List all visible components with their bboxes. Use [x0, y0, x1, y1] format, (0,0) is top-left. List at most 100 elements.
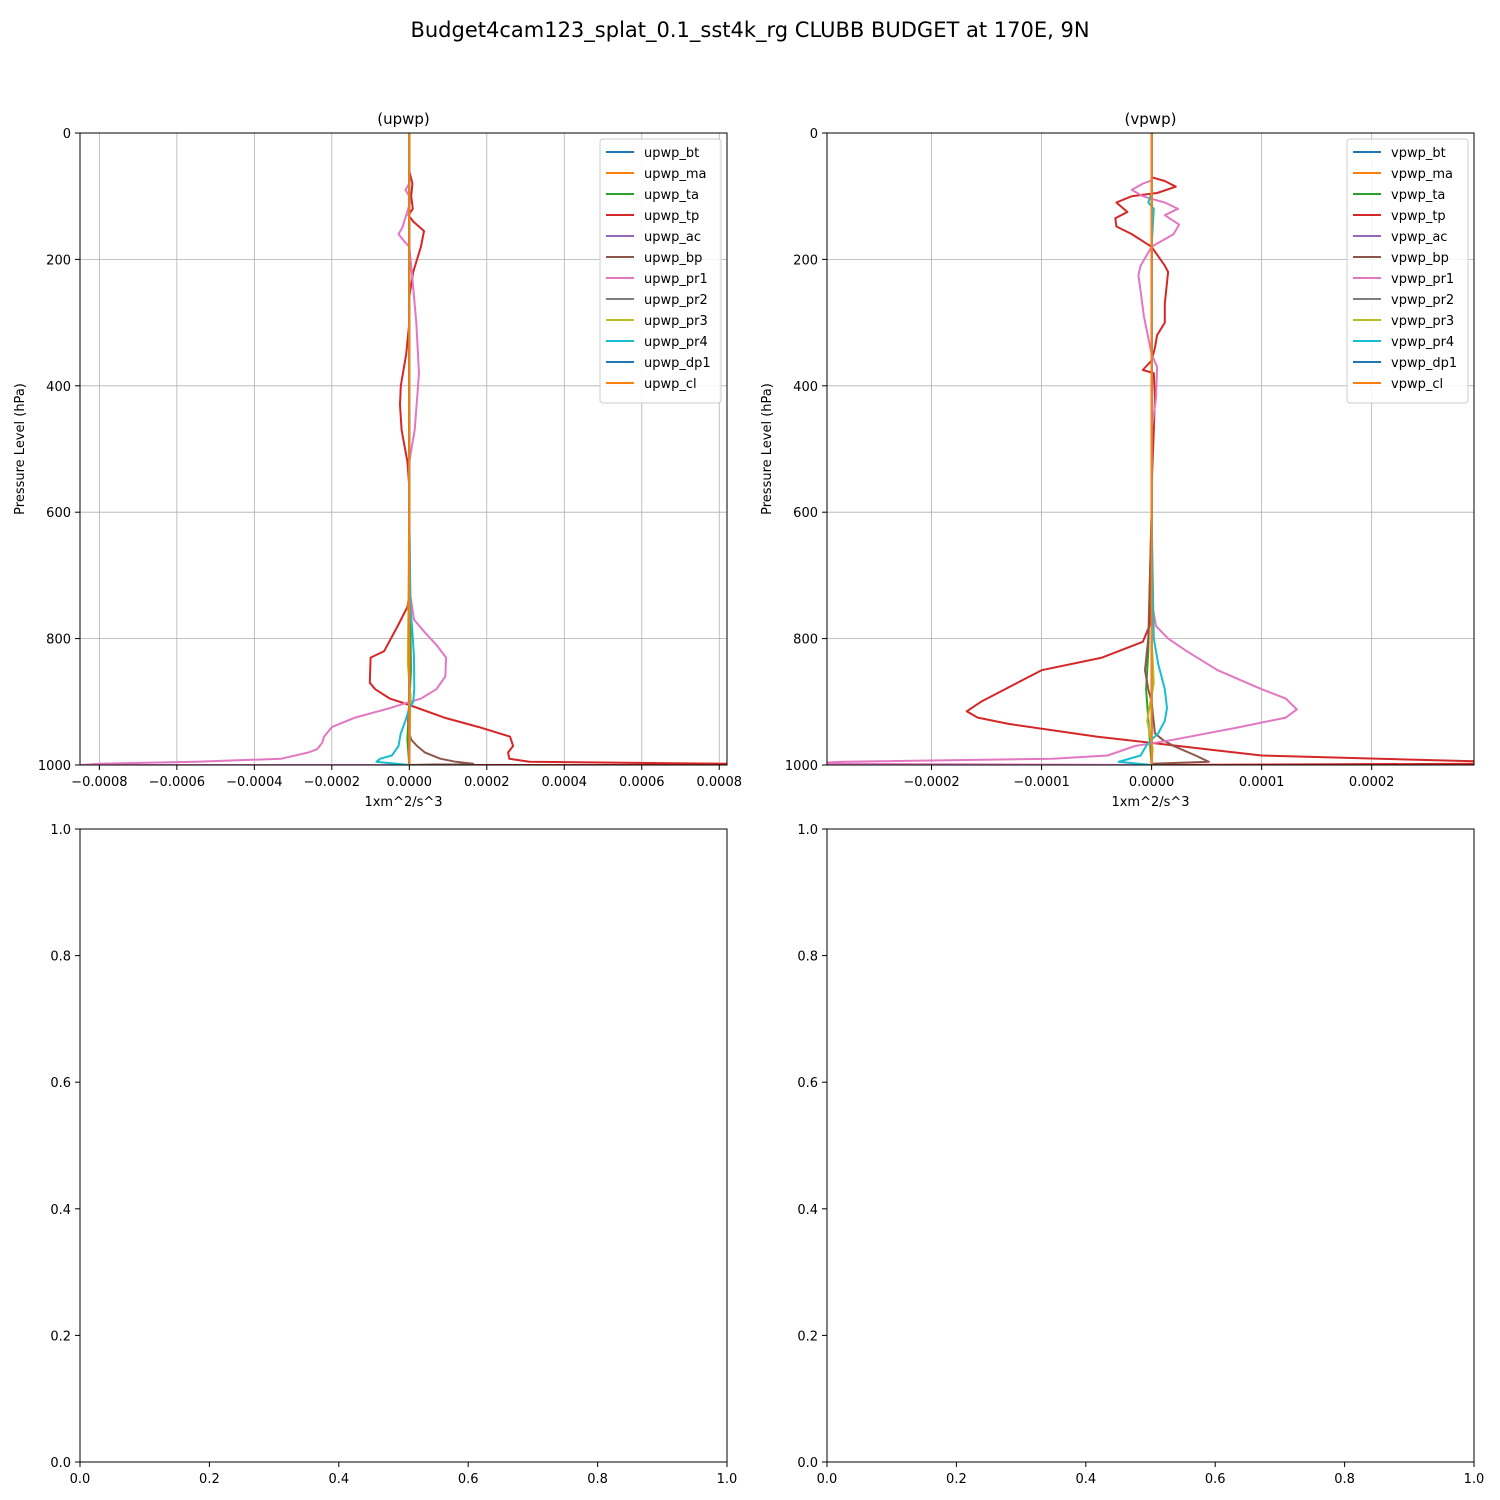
y-axis-label: Pressure Level (hPa) — [13, 383, 28, 515]
legend-label: vpwp_ac — [1391, 230, 1447, 245]
legend-label: upwp_tp — [644, 209, 699, 224]
legend-label: vpwp_cl — [1391, 377, 1443, 392]
series-line-vpwp_pr4 — [1117, 133, 1168, 765]
y-tick-label: 0.6 — [50, 1076, 71, 1091]
y-tick-label: 1000 — [785, 759, 818, 774]
legend-label: vpwp_pr2 — [1391, 293, 1454, 308]
panel-3: 0.0 0.2 0.4 0.6 0.8 1.0 0.0 0.2 0.4 0.6 0.8 1.0 — [50, 823, 737, 1487]
x-tick-label: 0.6 — [458, 1472, 479, 1487]
legend-box — [1346, 138, 1469, 404]
y-tick-label: 800 — [46, 633, 71, 648]
x-tick-label: −0.0006 — [149, 775, 205, 790]
legend-label: upwp_bt — [644, 146, 699, 161]
series-group — [80, 133, 727, 765]
x-tick-label: −0.0001 — [1013, 775, 1069, 790]
y-tick-label: 0.4 — [50, 1203, 71, 1218]
legend-label: upwp_pr1 — [644, 272, 708, 287]
panel-title: (upwp) — [377, 110, 430, 128]
y-tick-label: 0.6 — [797, 1076, 818, 1091]
legend-label: upwp_ta — [644, 188, 699, 203]
x-tick-label: 0.0000 — [387, 775, 433, 790]
series-line-upwp_pr1 — [80, 133, 448, 765]
x-tick-label: 0.0002 — [464, 775, 510, 790]
legend-label: vpwp_pr1 — [1391, 272, 1454, 287]
y-tick-label: 0 — [63, 127, 71, 142]
x-tick-label: 0.4 — [1075, 1472, 1096, 1487]
legend-label: vpwp_tp — [1391, 209, 1446, 224]
legend-label: vpwp_bp — [1391, 251, 1449, 266]
y-tick-label: 400 — [46, 380, 71, 395]
x-tick-label: −0.0008 — [71, 775, 127, 790]
y-axis-label: Pressure Level (hPa) — [760, 383, 775, 515]
panel-2: −0.0002 −0.0001 0.0000 0.0001 0.0002 0 200 400 6… — [760, 110, 1475, 810]
legend-label: upwp_ac — [644, 230, 701, 245]
x-tick-label: 0.8 — [587, 1472, 608, 1487]
axes-frame — [79, 132, 728, 766]
y-tick-label: 0.0 — [797, 1456, 818, 1471]
legend-label: vpwp_ta — [1391, 188, 1445, 203]
x-tick-label: 0.0006 — [619, 775, 665, 790]
y-tick-label: 0 — [810, 127, 818, 142]
panel-1: −0.0008 −0.0006 −0.0004 −0.0002 0.0000 0.0002… — [13, 110, 742, 810]
axes-frame — [826, 132, 1475, 766]
panel-title: (vpwp) — [1125, 110, 1177, 128]
x-tick-label: −0.0002 — [903, 775, 959, 790]
legend-box — [599, 138, 722, 404]
legend-label: upwp_pr4 — [644, 335, 708, 350]
y-tick-label: 800 — [793, 633, 818, 648]
y-tick-label: 0.8 — [797, 950, 818, 965]
x-tick-label: 1.0 — [1464, 1472, 1485, 1487]
x-axis-label: 1xm^2/s^3 — [364, 795, 442, 810]
x-tick-label: −0.0002 — [304, 775, 360, 790]
legend-label: upwp_pr3 — [644, 314, 708, 329]
x-tick-label: 0.0002 — [1349, 775, 1395, 790]
y-tick-label: 1.0 — [797, 823, 818, 838]
x-tick-label: 0.8 — [1334, 1472, 1355, 1487]
y-tick-label: 0.0 — [50, 1456, 71, 1471]
x-tick-label: 0.6 — [1205, 1472, 1226, 1487]
legend-label: vpwp_bt — [1391, 146, 1446, 161]
x-tick-label: 0.0004 — [542, 775, 588, 790]
x-tick-label: −0.0004 — [226, 775, 282, 790]
x-tick-label: 0.2 — [199, 1472, 220, 1487]
x-axis-label: 1xm^2/s^3 — [1111, 795, 1189, 810]
x-tick-label: 0.0000 — [1129, 775, 1175, 790]
y-tick-label: 1000 — [38, 759, 71, 774]
legend-label: upwp_bp — [644, 251, 702, 266]
y-tick-label: 600 — [46, 506, 71, 521]
legend-label: vpwp_pr3 — [1391, 314, 1454, 329]
x-tick-label: 0.0 — [817, 1472, 838, 1487]
x-tick-label: 0.2 — [946, 1472, 967, 1487]
y-tick-label: 1.0 — [50, 823, 71, 838]
axes-frame — [79, 828, 728, 1463]
legend-label: vpwp_dp1 — [1391, 356, 1457, 371]
x-tick-label: 1.0 — [717, 1472, 738, 1487]
panel-4: 0.0 0.2 0.4 0.6 0.8 1.0 0.0 0.2 0.4 0.6 0.8 1.0 — [797, 823, 1484, 1487]
series-line-vpwp_pr1 — [827, 133, 1298, 765]
y-tick-label: 0.8 — [50, 950, 71, 965]
legend-label: upwp_cl — [644, 377, 697, 392]
legend-label: upwp_ma — [644, 167, 707, 182]
legend-label: upwp_dp1 — [644, 356, 711, 371]
x-tick-label: 0.4 — [328, 1472, 349, 1487]
legend: vpwp_bt vpwp_ma vpwp_ta vpwp_tp vpwp_ac vpwp_… — [1346, 138, 1469, 404]
x-tick-label: 0.0008 — [697, 775, 743, 790]
y-tick-label: 600 — [793, 506, 818, 521]
y-tick-label: 400 — [793, 380, 818, 395]
legend-label: upwp_pr2 — [644, 293, 708, 308]
y-tick-label: 0.2 — [50, 1329, 71, 1344]
series-line-upwp_bp — [407, 133, 475, 765]
series-group — [827, 133, 1474, 765]
y-tick-label: 200 — [46, 253, 71, 268]
axes-frame — [826, 828, 1475, 1463]
legend-label: vpwp_pr4 — [1391, 335, 1454, 350]
legend-label: vpwp_ma — [1391, 167, 1453, 182]
y-tick-label: 200 — [793, 253, 818, 268]
series-line-vpwp_tp — [965, 133, 1474, 765]
x-tick-label: 0.0001 — [1239, 775, 1285, 790]
x-tick-label: 0.0 — [70, 1472, 91, 1487]
y-tick-label: 0.4 — [797, 1203, 818, 1218]
legend: upwp_bt upwp_ma upwp_ta upwp_tp upwp_ac upwp_… — [599, 138, 722, 404]
figure-suptitle: Budget4cam123_splat_0.1_sst4k_rg CLUBB B… — [410, 18, 1089, 43]
